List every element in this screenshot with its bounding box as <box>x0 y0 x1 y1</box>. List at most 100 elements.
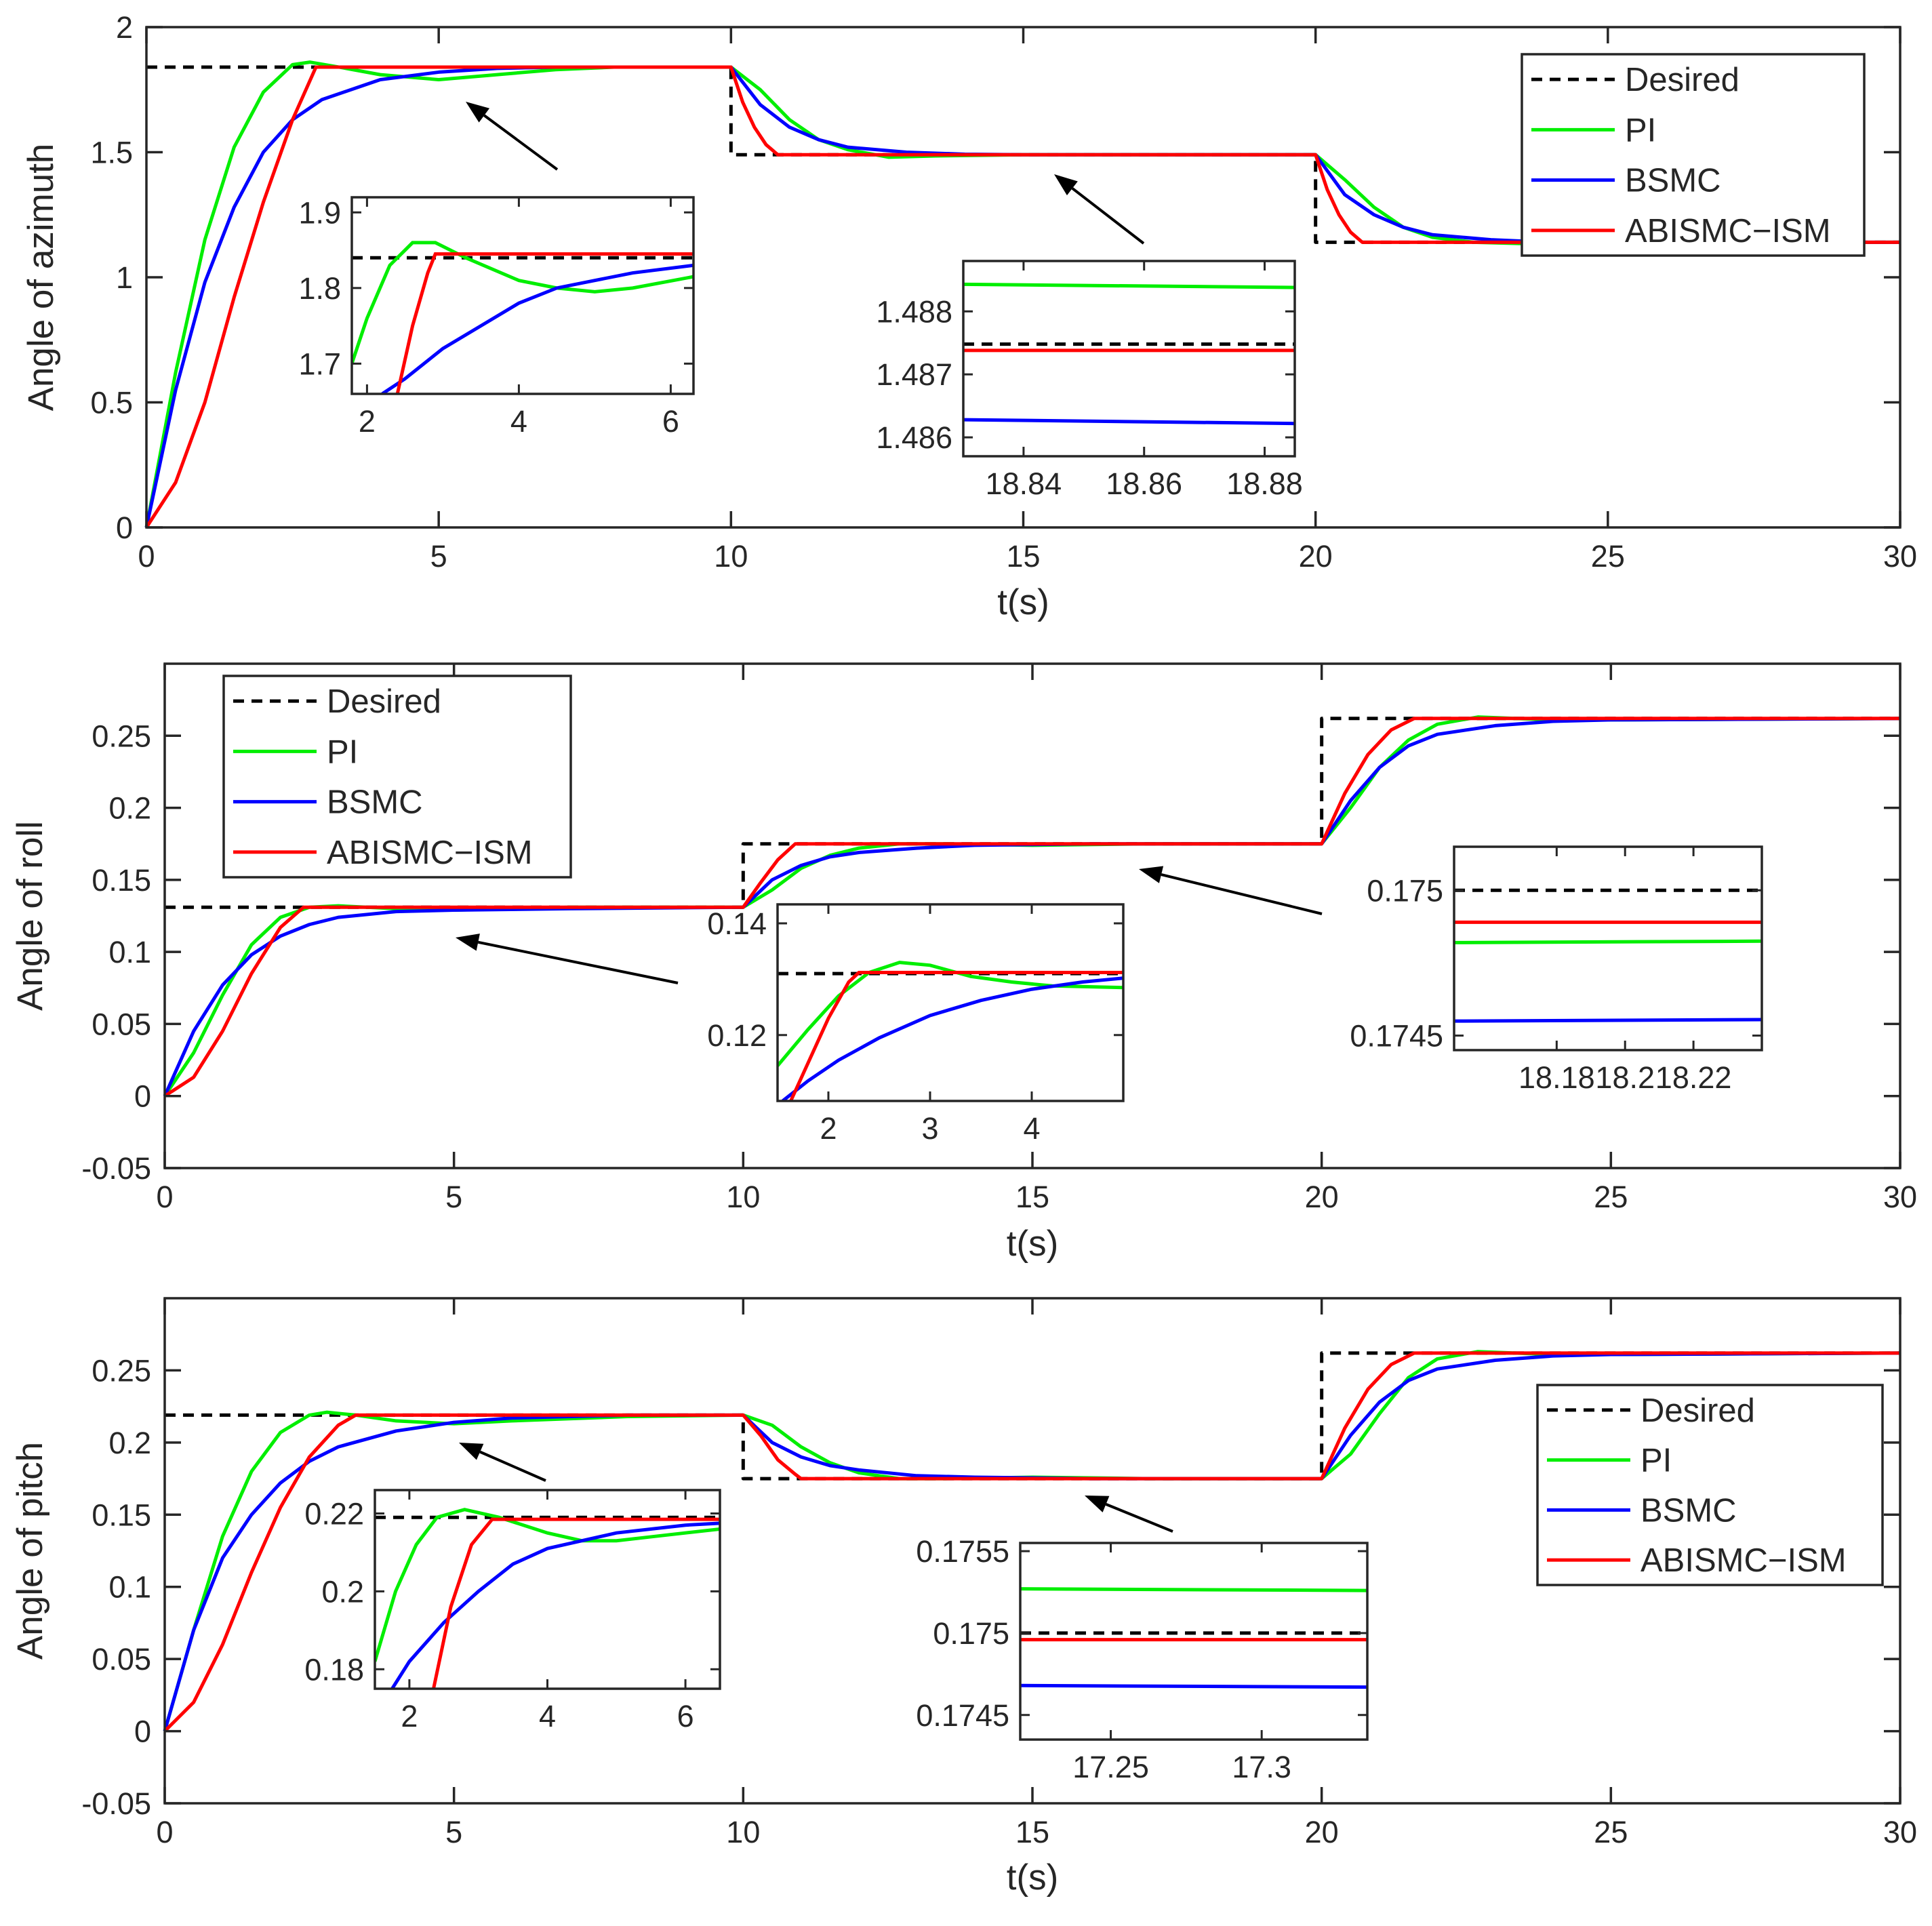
y-axis-label: Angle of pitch <box>10 1442 50 1660</box>
pointer-arrow-line <box>1071 187 1145 245</box>
pointer-arrow-line <box>1105 1502 1173 1533</box>
legend-box <box>1521 53 1866 257</box>
x-tick-label: 20 <box>1299 539 1333 574</box>
inset-x-tick-label: 4 <box>539 1699 556 1733</box>
y-tick-label: 0 <box>134 1714 151 1749</box>
x-tick-label: 25 <box>1594 1180 1628 1214</box>
inset-pitch-1: 2 4 6 0.18 0.2 0.22 <box>304 1489 721 1733</box>
y-tick-label: -0.05 <box>81 1151 151 1186</box>
series-abismc-ism-line <box>163 1351 1900 1733</box>
pointer-arrow-head <box>456 934 480 951</box>
legend-label-pi: PI <box>1641 1443 1672 1479</box>
inset-x-tick-label: 17.3 <box>1232 1750 1291 1784</box>
inset-background <box>352 197 693 394</box>
y-tick-label: 2 <box>116 10 133 45</box>
y-axis-label: Angle of roll <box>10 821 50 1011</box>
legend-label-desired: Desired <box>1625 62 1739 98</box>
y-tick-label: 0.05 <box>92 1007 151 1041</box>
inset-series-abismc-ism-line <box>789 971 1123 1101</box>
inset-axes-box <box>1453 845 1763 1051</box>
legend-label-bsmc: BSMC <box>327 784 423 821</box>
inset-azimuth-1: 2 4 6 1.7 1.8 1.9 <box>298 195 695 439</box>
chart-azimuth: 0 5 10 15 20 25 30 0 0.5 1 1.5 2 t(s) Angle of azimut… <box>21 10 1917 622</box>
legend-label-abismc-ism: ABISMC−ISM <box>1641 1542 1847 1579</box>
inset-y-tick-label: 0.1745 <box>1350 1019 1443 1054</box>
pointer-arrow-head <box>459 1443 484 1460</box>
inset-y-tick-label: 0.12 <box>707 1018 767 1053</box>
inset-axes-box <box>350 196 695 395</box>
x-tick-label: 10 <box>726 1180 760 1214</box>
inset-roll-2: 18.18 18.2 18.22 0.1745 0.175 <box>1350 845 1763 1095</box>
y-tick-label: 1 <box>116 260 133 295</box>
inset-y-tick-label: 0.1745 <box>916 1698 1009 1733</box>
inset-y-tick-label: 0.175 <box>1367 873 1443 908</box>
inset-y-tick-label: 1.486 <box>876 420 952 455</box>
pointer-arrow-line <box>1161 873 1323 915</box>
y-tick-label: 0.5 <box>90 386 133 420</box>
x-axis-label: t(s) <box>997 582 1049 622</box>
inset-x-tick-label: 4 <box>1023 1111 1040 1146</box>
x-axis-label: t(s) <box>1007 1224 1059 1264</box>
inset-x-tick-label: 18.84 <box>986 466 1062 501</box>
inset-y-tick-label: 1.8 <box>298 271 341 306</box>
y-tick-label: 1.5 <box>90 136 133 170</box>
x-tick-label: 25 <box>1594 1815 1628 1849</box>
inset-series-bsmc-line <box>381 263 693 394</box>
chart-roll: 0 5 10 15 20 25 30-0.0500.050.10.150.20.25t(s)… <box>10 662 1917 1264</box>
x-tick-label: 15 <box>1015 1815 1049 1849</box>
series-abismc-ism-line <box>163 717 1900 1098</box>
inset-y-tick-label: 1.7 <box>298 346 341 381</box>
pointer-arrow-line <box>479 1450 546 1482</box>
inset-x-tick-label: 18.2 <box>1595 1060 1655 1095</box>
x-tick-label: 0 <box>138 539 155 574</box>
x-tick-label: 10 <box>726 1815 760 1849</box>
pointer-arrow-head <box>1139 866 1164 883</box>
series-bsmc-line <box>144 65 1900 528</box>
x-tick-label: 0 <box>156 1180 173 1214</box>
inset-y-tick-label: 0.2 <box>321 1574 364 1609</box>
x-tick-label: 15 <box>1006 539 1040 574</box>
x-tick-label: 0 <box>156 1815 173 1849</box>
pointer-arrow-line <box>483 114 559 171</box>
series-pi-line <box>163 1350 1901 1732</box>
x-tick-label: 30 <box>1883 539 1917 574</box>
inset-axes-box <box>776 903 1125 1102</box>
inset-series-pi-line <box>1454 939 1762 944</box>
inset-x-tick-label: 3 <box>921 1111 938 1146</box>
inset-x-tick-label: 18.88 <box>1226 466 1303 501</box>
inset-x-tick-label: 18.18 <box>1518 1060 1595 1095</box>
legend-label-bsmc: BSMC <box>1641 1492 1737 1529</box>
series-bsmc-line <box>163 1351 1901 1732</box>
pointer-arrow-line <box>477 940 679 984</box>
inset-series-bsmc-line <box>963 418 1295 426</box>
inset-y-tick-label: 1.487 <box>876 357 952 392</box>
inset-series-pi-line <box>352 241 693 365</box>
inset-x-tick-label: 2 <box>401 1699 418 1733</box>
inset-series-pi-line <box>778 961 1123 1067</box>
inset-x-tick-label: 18.22 <box>1655 1060 1732 1095</box>
legend-label-desired: Desired <box>327 683 441 720</box>
x-tick-label: 20 <box>1305 1180 1339 1214</box>
y-tick-label: 0 <box>116 510 133 545</box>
x-tick-label: 5 <box>430 539 447 574</box>
y-tick-label: 0.05 <box>92 1642 151 1677</box>
y-tick-label: 0.2 <box>108 791 151 826</box>
legend: Desired PI BSMC ABISMC−ISM <box>1521 53 1866 257</box>
inset-y-tick-label: 0.175 <box>933 1616 1009 1651</box>
legend-label-pi: PI <box>1625 112 1656 148</box>
pointer-arrow-head <box>1054 174 1078 196</box>
inset-x-tick-label: 17.25 <box>1072 1750 1149 1784</box>
inset-axes-box <box>1019 1542 1369 1741</box>
y-tick-label: 0.25 <box>92 719 151 753</box>
inset-series-pi-line <box>375 1508 720 1662</box>
inset-series-pi-line <box>1020 1587 1367 1592</box>
inset-series-bsmc-line <box>781 976 1123 1101</box>
inset-y-tick-label: 0.22 <box>304 1496 364 1531</box>
inset-series-bsmc-line <box>390 1521 720 1689</box>
y-tick-label: 0.15 <box>92 863 151 898</box>
inset-axes-box <box>962 260 1296 458</box>
x-tick-label: 5 <box>445 1180 462 1214</box>
pointer-arrow-head <box>466 102 490 123</box>
legend-label-abismc-ism: ABISMC−ISM <box>1625 213 1831 249</box>
